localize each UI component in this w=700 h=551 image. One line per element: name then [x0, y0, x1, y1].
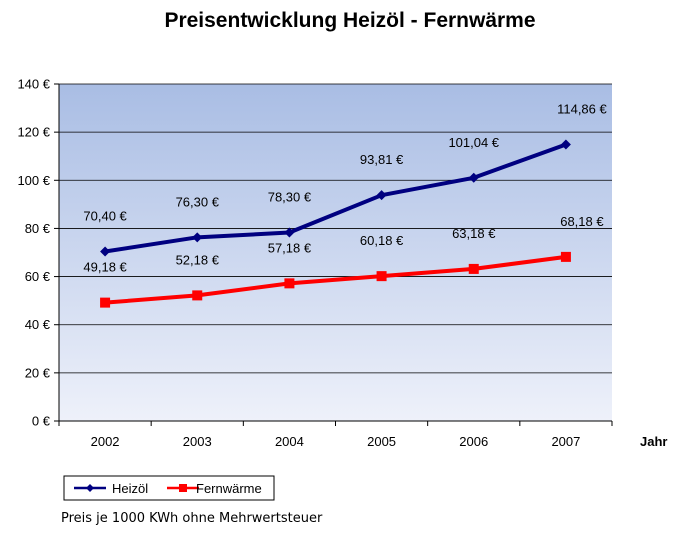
data-label: 60,18 €: [360, 233, 404, 248]
x-tick-label: 2007: [551, 434, 580, 449]
y-tick-label: 120 €: [17, 125, 50, 140]
data-label: 101,04 €: [448, 135, 499, 150]
data-label: 76,30 €: [176, 194, 220, 209]
data-label: 93,81 €: [360, 152, 404, 167]
legend-marker-1: [179, 484, 187, 492]
data-point: [468, 172, 479, 183]
y-tick-label: 140 €: [17, 77, 50, 92]
y-tick-label: 0 €: [32, 414, 51, 429]
legend: Heizöl Fernwärme: [63, 475, 275, 501]
y-tick-label: 60 €: [25, 269, 51, 284]
data-point: [560, 139, 571, 150]
x-tick-label: 2003: [183, 434, 212, 449]
y-tick-label: 20 €: [25, 365, 51, 380]
data-labels: 70,40 € 76,30 € 78,30 € 93,81 € 101,04 € 114,…: [83, 102, 607, 275]
data-point: [192, 290, 203, 301]
data-point: [284, 227, 295, 238]
legend-label-1: Fernwärme: [196, 481, 262, 496]
data-point: [376, 190, 387, 201]
data-point: [468, 263, 479, 274]
plot-area: [59, 84, 612, 421]
data-point: [100, 246, 111, 257]
data-point: [192, 232, 203, 243]
footnote: Preis je 1000 KWh ohne Mehrwertsteuer: [61, 511, 323, 526]
data-point: [284, 278, 295, 289]
x-tick-label: 2005: [367, 434, 396, 449]
axes: 0 € 20 € 40 € 60 € 80 € 100 € 120 € 140 € 2002 20…: [17, 77, 613, 449]
data-label: 63,18 €: [452, 226, 496, 241]
data-label: 70,40 €: [83, 209, 127, 224]
x-tick-label: 2006: [459, 434, 488, 449]
data-point: [560, 251, 571, 262]
y-tick-label: 40 €: [25, 317, 51, 332]
chart-title: Preisentwicklung Heizöl - Fernwärme: [164, 9, 535, 32]
y-tick-label: 80 €: [25, 221, 51, 236]
data-point: [376, 271, 387, 282]
data-label: 57,18 €: [268, 240, 312, 255]
series-line-0: [104, 142, 567, 254]
data-label: 78,30 €: [268, 190, 312, 205]
grid-lines: [59, 83, 612, 422]
x-tick-label: 2002: [91, 434, 120, 449]
data-label: 49,18 €: [83, 260, 127, 275]
data-label: 52,18 €: [176, 252, 220, 267]
x-axis-label: Jahr: [640, 434, 667, 449]
data-label: 114,86 €: [557, 102, 607, 117]
legend-marker-0: [86, 484, 94, 492]
x-tick-label: 2004: [275, 434, 304, 449]
legend-label-0: Heizöl: [112, 481, 148, 496]
series-line-1: [104, 254, 567, 305]
data-label: 68,18 €: [560, 214, 604, 229]
data-point: [100, 297, 111, 308]
series-layer: [100, 139, 571, 308]
y-tick-label: 100 €: [17, 173, 50, 188]
